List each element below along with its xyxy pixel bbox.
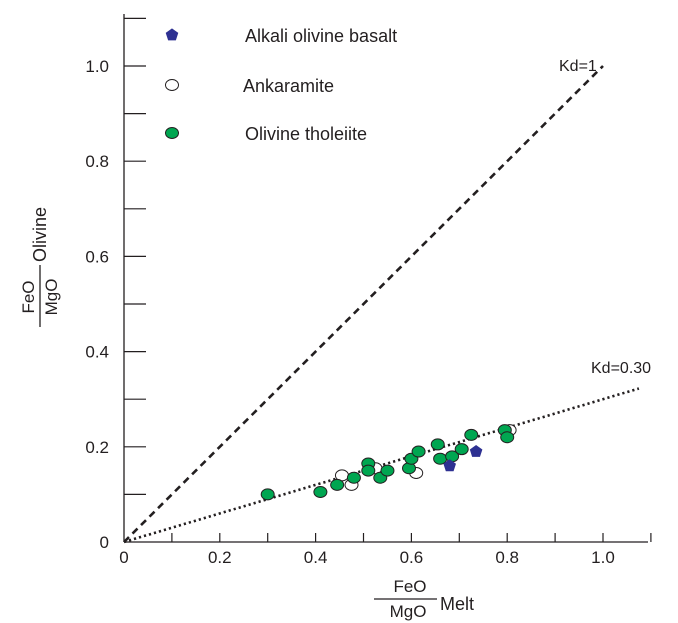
y-tick-label: 0.2 <box>85 438 109 457</box>
ylabel: FeO MgO Olivine <box>19 207 61 327</box>
x-tick-label: 0.6 <box>400 548 424 567</box>
x-tick-label: 0 <box>119 548 128 567</box>
axes: 0 0.2 0.4 0.6 0.8 1.0 0 0.2 0.4 0.6 0.8 1.0 <box>85 14 652 567</box>
ylabel-denominator: MgO <box>42 279 61 316</box>
y-tick-label: 1.0 <box>85 57 109 76</box>
olivine-tholeiite-point <box>500 431 515 444</box>
y-tick-label: 0.8 <box>85 152 109 171</box>
legend-marker-alkali-olivine-basalt <box>165 28 179 41</box>
legend-label-ankaramite: Ankaramite <box>243 76 334 96</box>
x-tick-label: 0.2 <box>208 548 232 567</box>
kd-line-0 <box>123 65 604 543</box>
y-tick-label: 0.6 <box>85 247 109 266</box>
legend-label-olivine-tholeiite: Olivine tholeiite <box>245 124 367 144</box>
alkali-olivine-basalt-point <box>469 444 483 457</box>
data-points <box>260 424 517 501</box>
legend: Alkali olivine basalt Ankaramite Olivine t… <box>165 26 397 144</box>
legend-marker-olivine-tholeiite <box>165 127 179 139</box>
olivine-tholeiite-point <box>430 438 445 451</box>
kd-line-1 <box>123 387 640 544</box>
olivine-tholeiite-point <box>411 445 426 458</box>
reference-lines: Kd=1 Kd=0.30 <box>123 58 651 544</box>
y-tick-label: 0 <box>100 533 109 552</box>
x-tick-label: 1.0 <box>591 548 615 567</box>
ylabel-suffix: Olivine <box>30 207 50 262</box>
xlabel-denominator: MgO <box>390 602 427 621</box>
kd030-label: Kd=0.30 <box>591 360 651 377</box>
olivine-tholeiite-point <box>313 486 328 499</box>
alkali-olivine-basalt-point <box>443 459 456 472</box>
legend-label-alkali-olivine-basalt: Alkali olivine basalt <box>245 26 397 46</box>
ylabel-numerator: FeO <box>19 280 38 313</box>
xlabel-numerator: FeO <box>393 577 426 596</box>
olivine-tholeiite-point <box>346 471 361 484</box>
olivine-tholeiite-point <box>330 478 345 491</box>
kd1-label: Kd=1 <box>559 58 597 75</box>
xlabel-suffix: Melt <box>440 594 474 614</box>
olivine-tholeiite-point <box>433 452 448 465</box>
olivine-tholeiite-point <box>464 428 479 441</box>
olivine-tholeiite-point <box>380 464 395 477</box>
olivine-tholeiite-point <box>454 443 469 456</box>
olivine-tholeiite-point <box>361 464 376 477</box>
x-tick-label: 0.4 <box>304 548 328 567</box>
legend-marker-ankaramite <box>165 79 179 91</box>
x-tick-label: 0.8 <box>495 548 519 567</box>
olivine-tholeiite-point <box>260 488 275 501</box>
y-tick-label: 0.4 <box>85 343 109 362</box>
